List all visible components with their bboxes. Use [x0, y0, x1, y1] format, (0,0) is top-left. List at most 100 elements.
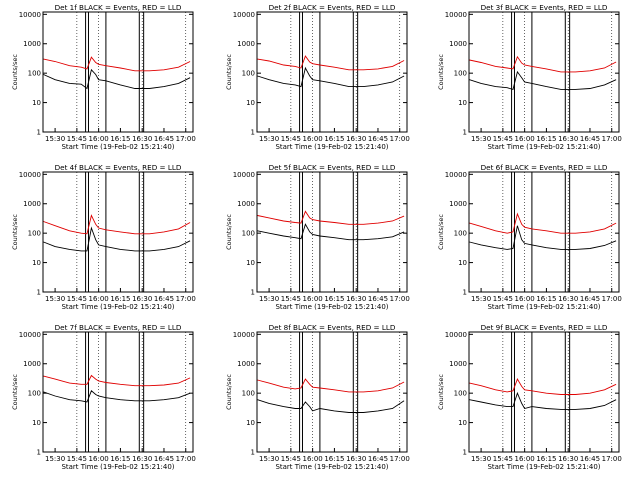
x-tick-label: 17:00	[390, 295, 410, 303]
x-tick-label: 15:45	[281, 455, 301, 463]
y-tick-label: 1000	[449, 360, 467, 368]
x-tick-label: 15:30	[45, 455, 65, 463]
x-tick-label: 16:45	[580, 135, 600, 143]
x-tick-label: 16:45	[154, 135, 174, 143]
y-tick-label: 100	[454, 230, 467, 238]
x-tick-label: 17:00	[390, 135, 410, 143]
detector-panel-1: Det 1f BLACK = Events, RED = LLD 1 10 100 10…	[11, 3, 196, 151]
x-tick-label: 15:45	[67, 135, 87, 143]
panel-title: Det 5f BLACK = Events, RED = LLD	[269, 163, 396, 172]
x-tick-label: 15:30	[259, 455, 279, 463]
y-tick-label: 10	[458, 99, 467, 107]
x-tick-label: 16:45	[154, 455, 174, 463]
plot-frame	[256, 171, 408, 293]
panel-title: Det 1f BLACK = Events, RED = LLD	[55, 3, 182, 12]
x-axis-label: Start Time (19-Feb-02 15:21:40)	[487, 303, 600, 311]
lld-series-line	[43, 374, 191, 387]
x-tick-label: 16:45	[368, 295, 388, 303]
y-tick-label: 10	[32, 419, 41, 427]
y-tick-label: 1	[37, 289, 41, 297]
x-tick-label: 16:00	[89, 455, 109, 463]
y-axis-label: Counts/sec	[225, 214, 233, 250]
detector-panel-5: Det 5f BLACK = Events, RED = LLD 1 10 100 10…	[225, 163, 410, 311]
x-tick-label: 16:45	[368, 455, 388, 463]
x-tick-label: 15:30	[45, 295, 65, 303]
y-tick-label: 10000	[445, 171, 467, 179]
x-axis-label: Start Time (19-Feb-02 15:21:40)	[61, 463, 174, 471]
x-tick-label: 15:45	[67, 455, 87, 463]
x-axis-label: Start Time (19-Feb-02 15:21:40)	[487, 143, 600, 151]
events-series-line	[43, 390, 191, 403]
x-tick-label: 16:45	[154, 295, 174, 303]
y-tick-label: 10	[246, 419, 255, 427]
plot-frame	[42, 331, 194, 453]
y-tick-label: 10	[458, 259, 467, 267]
x-tick-label: 16:00	[303, 295, 323, 303]
y-tick-label: 10000	[19, 331, 41, 339]
x-tick-label: 16:00	[515, 135, 535, 143]
y-tick-label: 10000	[233, 171, 255, 179]
y-tick-label: 10	[458, 419, 467, 427]
y-axis-label: Counts/sec	[225, 374, 233, 410]
y-tick-label: 100	[242, 230, 255, 238]
y-tick-label: 1000	[23, 200, 41, 208]
y-tick-label: 10000	[445, 331, 467, 339]
detector-panel-9: Det 9f BLACK = Events, RED = LLD 1 10 100 10…	[437, 323, 622, 471]
x-axis-label: Start Time (19-Feb-02 15:21:40)	[275, 303, 388, 311]
y-tick-label: 100	[28, 390, 41, 398]
lld-series-line	[469, 378, 617, 395]
events-series-line	[257, 223, 405, 241]
x-tick-label: 16:00	[515, 295, 535, 303]
x-tick-label: 16:30	[132, 295, 152, 303]
x-tick-label: 16:15	[110, 295, 130, 303]
x-tick-label: 15:45	[281, 135, 301, 143]
x-tick-label: 15:30	[471, 135, 491, 143]
y-tick-label: 1000	[237, 200, 255, 208]
plot-frame	[256, 331, 408, 453]
panel-title: Det 3f BLACK = Events, RED = LLD	[481, 3, 608, 12]
x-tick-label: 17:00	[602, 295, 622, 303]
x-tick-label: 16:15	[536, 135, 556, 143]
y-axis-label: Counts/sec	[437, 374, 445, 410]
detector-panel-6: Det 6f BLACK = Events, RED = LLD 1 10 100 10…	[437, 163, 622, 311]
y-tick-label: 1	[251, 289, 255, 297]
y-tick-label: 1000	[23, 360, 41, 368]
x-tick-label: 15:30	[45, 135, 65, 143]
panel-title: Det 7f BLACK = Events, RED = LLD	[55, 323, 182, 332]
y-axis-label: Counts/sec	[437, 54, 445, 90]
y-axis-label: Counts/sec	[11, 214, 19, 250]
x-tick-label: 17:00	[602, 135, 622, 143]
x-tick-label: 15:45	[493, 455, 513, 463]
plot-frame	[42, 171, 194, 293]
y-tick-label: 1	[37, 129, 41, 137]
detector-panel-2: Det 2f BLACK = Events, RED = LLD 1 10 100 10…	[225, 3, 410, 151]
events-series-line	[43, 226, 191, 252]
x-axis-label: Start Time (19-Feb-02 15:21:40)	[61, 143, 174, 151]
y-tick-label: 100	[454, 390, 467, 398]
lld-series-line	[257, 210, 405, 225]
x-tick-label: 16:30	[558, 135, 578, 143]
y-tick-label: 1	[251, 449, 255, 457]
panel-title: Det 4f BLACK = Events, RED = LLD	[55, 163, 182, 172]
x-tick-label: 16:00	[515, 455, 535, 463]
y-tick-label: 10000	[19, 171, 41, 179]
x-tick-label: 16:00	[303, 455, 323, 463]
detector-panel-4: Det 4f BLACK = Events, RED = LLD 1 10 100 10…	[11, 163, 196, 311]
x-tick-label: 15:30	[471, 455, 491, 463]
x-tick-label: 16:45	[580, 455, 600, 463]
panel-title: Det 9f BLACK = Events, RED = LLD	[481, 323, 608, 332]
y-tick-label: 1000	[449, 200, 467, 208]
x-tick-label: 16:15	[536, 455, 556, 463]
y-tick-label: 10	[32, 99, 41, 107]
x-tick-label: 15:45	[67, 295, 87, 303]
y-tick-label: 100	[454, 70, 467, 78]
x-tick-label: 17:00	[176, 455, 196, 463]
y-tick-label: 1000	[23, 40, 41, 48]
x-tick-label: 16:15	[110, 455, 130, 463]
x-tick-label: 16:45	[580, 295, 600, 303]
lld-series-line	[469, 212, 617, 234]
x-axis-label: Start Time (19-Feb-02 15:21:40)	[275, 143, 388, 151]
x-tick-label: 17:00	[176, 135, 196, 143]
events-series-line	[257, 399, 405, 413]
